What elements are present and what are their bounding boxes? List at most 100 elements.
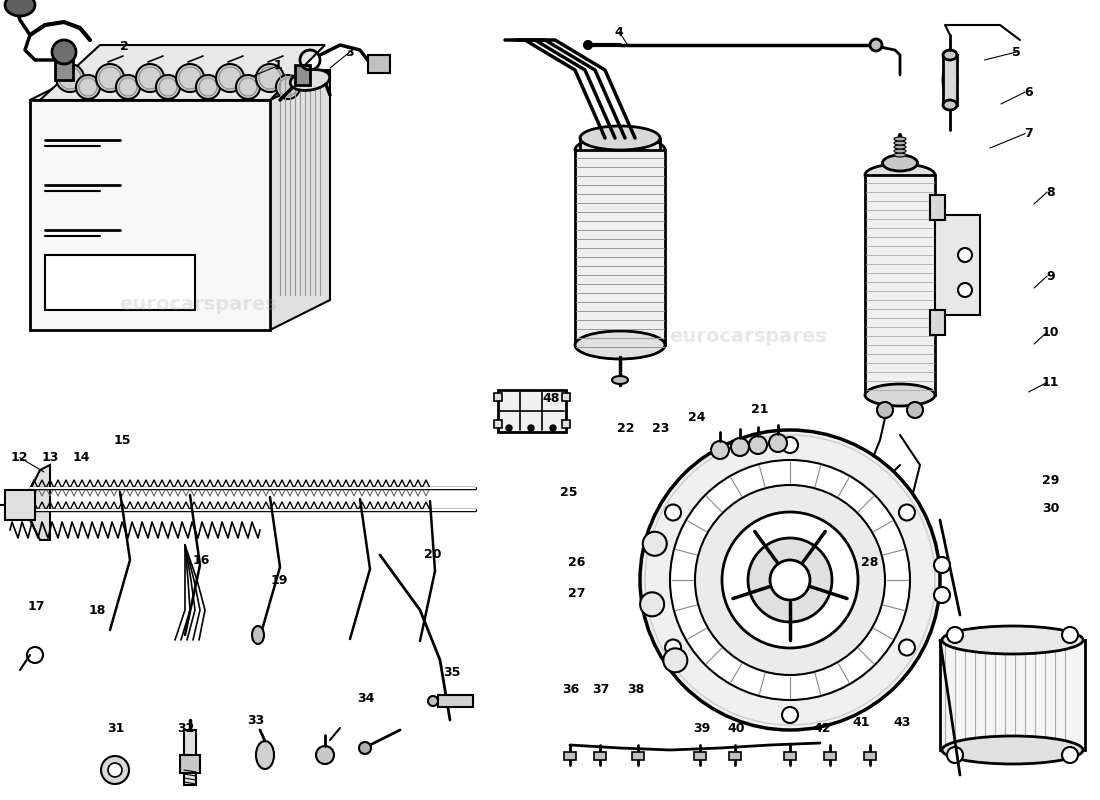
Bar bbox=[824, 752, 836, 760]
Circle shape bbox=[550, 425, 556, 431]
Circle shape bbox=[877, 402, 893, 418]
Bar bbox=[295, 65, 310, 85]
Text: 7: 7 bbox=[1024, 127, 1033, 140]
Text: 41: 41 bbox=[852, 716, 870, 729]
Circle shape bbox=[769, 434, 786, 452]
Text: 29: 29 bbox=[1042, 474, 1059, 486]
Bar bbox=[562, 420, 570, 428]
Circle shape bbox=[584, 41, 592, 49]
Bar bbox=[594, 752, 606, 760]
Bar bbox=[498, 390, 566, 432]
Text: 8: 8 bbox=[1046, 186, 1055, 198]
Bar bbox=[45, 255, 195, 310]
Text: 1: 1 bbox=[274, 59, 283, 72]
Polygon shape bbox=[30, 70, 330, 100]
Circle shape bbox=[934, 587, 950, 603]
Text: 42: 42 bbox=[813, 722, 830, 734]
Circle shape bbox=[256, 64, 284, 92]
Circle shape bbox=[276, 75, 300, 99]
Bar bbox=[930, 310, 945, 335]
Bar bbox=[940, 640, 1085, 750]
Circle shape bbox=[136, 64, 164, 92]
Text: 3: 3 bbox=[345, 46, 354, 58]
Text: 31: 31 bbox=[107, 722, 124, 734]
Text: 36: 36 bbox=[562, 683, 580, 696]
Polygon shape bbox=[270, 70, 330, 330]
Bar bbox=[930, 195, 945, 220]
Text: 26: 26 bbox=[568, 556, 585, 569]
Bar bbox=[943, 55, 957, 105]
Text: 10: 10 bbox=[1042, 326, 1059, 338]
Ellipse shape bbox=[942, 736, 1084, 764]
Text: 32: 32 bbox=[177, 722, 195, 734]
Text: 19: 19 bbox=[271, 574, 288, 586]
Ellipse shape bbox=[894, 153, 906, 157]
Bar bbox=[6, 490, 35, 520]
Circle shape bbox=[101, 756, 129, 784]
Text: 48: 48 bbox=[542, 392, 560, 405]
Circle shape bbox=[842, 503, 849, 511]
Circle shape bbox=[782, 437, 797, 453]
Text: 30: 30 bbox=[1042, 502, 1059, 515]
Text: 40: 40 bbox=[727, 722, 745, 734]
Circle shape bbox=[116, 75, 140, 99]
Text: 20: 20 bbox=[424, 548, 441, 561]
Text: 35: 35 bbox=[443, 666, 461, 678]
Circle shape bbox=[958, 248, 972, 262]
Circle shape bbox=[934, 557, 950, 573]
Ellipse shape bbox=[575, 331, 666, 359]
Text: 37: 37 bbox=[592, 683, 609, 696]
Circle shape bbox=[56, 64, 84, 92]
Ellipse shape bbox=[6, 0, 35, 16]
Circle shape bbox=[236, 75, 260, 99]
Ellipse shape bbox=[580, 126, 660, 150]
Text: 34: 34 bbox=[358, 692, 375, 705]
Text: 22: 22 bbox=[617, 422, 635, 434]
Circle shape bbox=[76, 75, 100, 99]
Text: 43: 43 bbox=[893, 716, 911, 729]
Text: 25: 25 bbox=[560, 486, 578, 499]
Ellipse shape bbox=[256, 741, 274, 769]
Text: 39: 39 bbox=[693, 722, 711, 734]
Text: 13: 13 bbox=[42, 451, 59, 464]
Polygon shape bbox=[30, 465, 50, 540]
Circle shape bbox=[316, 746, 334, 764]
Circle shape bbox=[642, 532, 667, 556]
Polygon shape bbox=[40, 45, 324, 100]
Text: 17: 17 bbox=[28, 600, 45, 613]
Bar bbox=[438, 695, 473, 707]
Circle shape bbox=[663, 648, 688, 672]
Bar bbox=[865, 175, 935, 395]
Ellipse shape bbox=[865, 384, 935, 406]
Circle shape bbox=[748, 538, 832, 622]
Circle shape bbox=[770, 560, 810, 600]
Circle shape bbox=[156, 75, 180, 99]
Bar bbox=[632, 752, 644, 760]
Bar bbox=[562, 393, 570, 401]
Text: 12: 12 bbox=[11, 451, 29, 464]
Circle shape bbox=[359, 742, 371, 754]
Text: eurocarspares: eurocarspares bbox=[669, 326, 827, 346]
Bar bbox=[494, 420, 502, 428]
Bar bbox=[184, 730, 196, 785]
Text: 11: 11 bbox=[1042, 376, 1059, 389]
Text: 16: 16 bbox=[192, 554, 210, 566]
Ellipse shape bbox=[252, 626, 264, 644]
Ellipse shape bbox=[894, 141, 906, 145]
Circle shape bbox=[899, 505, 915, 521]
Ellipse shape bbox=[575, 136, 666, 164]
Ellipse shape bbox=[943, 62, 957, 98]
Circle shape bbox=[666, 639, 681, 655]
Circle shape bbox=[528, 425, 534, 431]
Circle shape bbox=[640, 592, 664, 616]
Text: 14: 14 bbox=[73, 451, 90, 464]
Bar bbox=[564, 752, 576, 760]
Text: 21: 21 bbox=[751, 403, 769, 416]
Circle shape bbox=[670, 460, 910, 700]
Circle shape bbox=[1062, 747, 1078, 763]
Text: 18: 18 bbox=[88, 604, 106, 617]
Ellipse shape bbox=[882, 155, 917, 171]
Text: 6: 6 bbox=[1024, 86, 1033, 98]
Ellipse shape bbox=[894, 145, 906, 149]
Circle shape bbox=[1062, 627, 1078, 643]
